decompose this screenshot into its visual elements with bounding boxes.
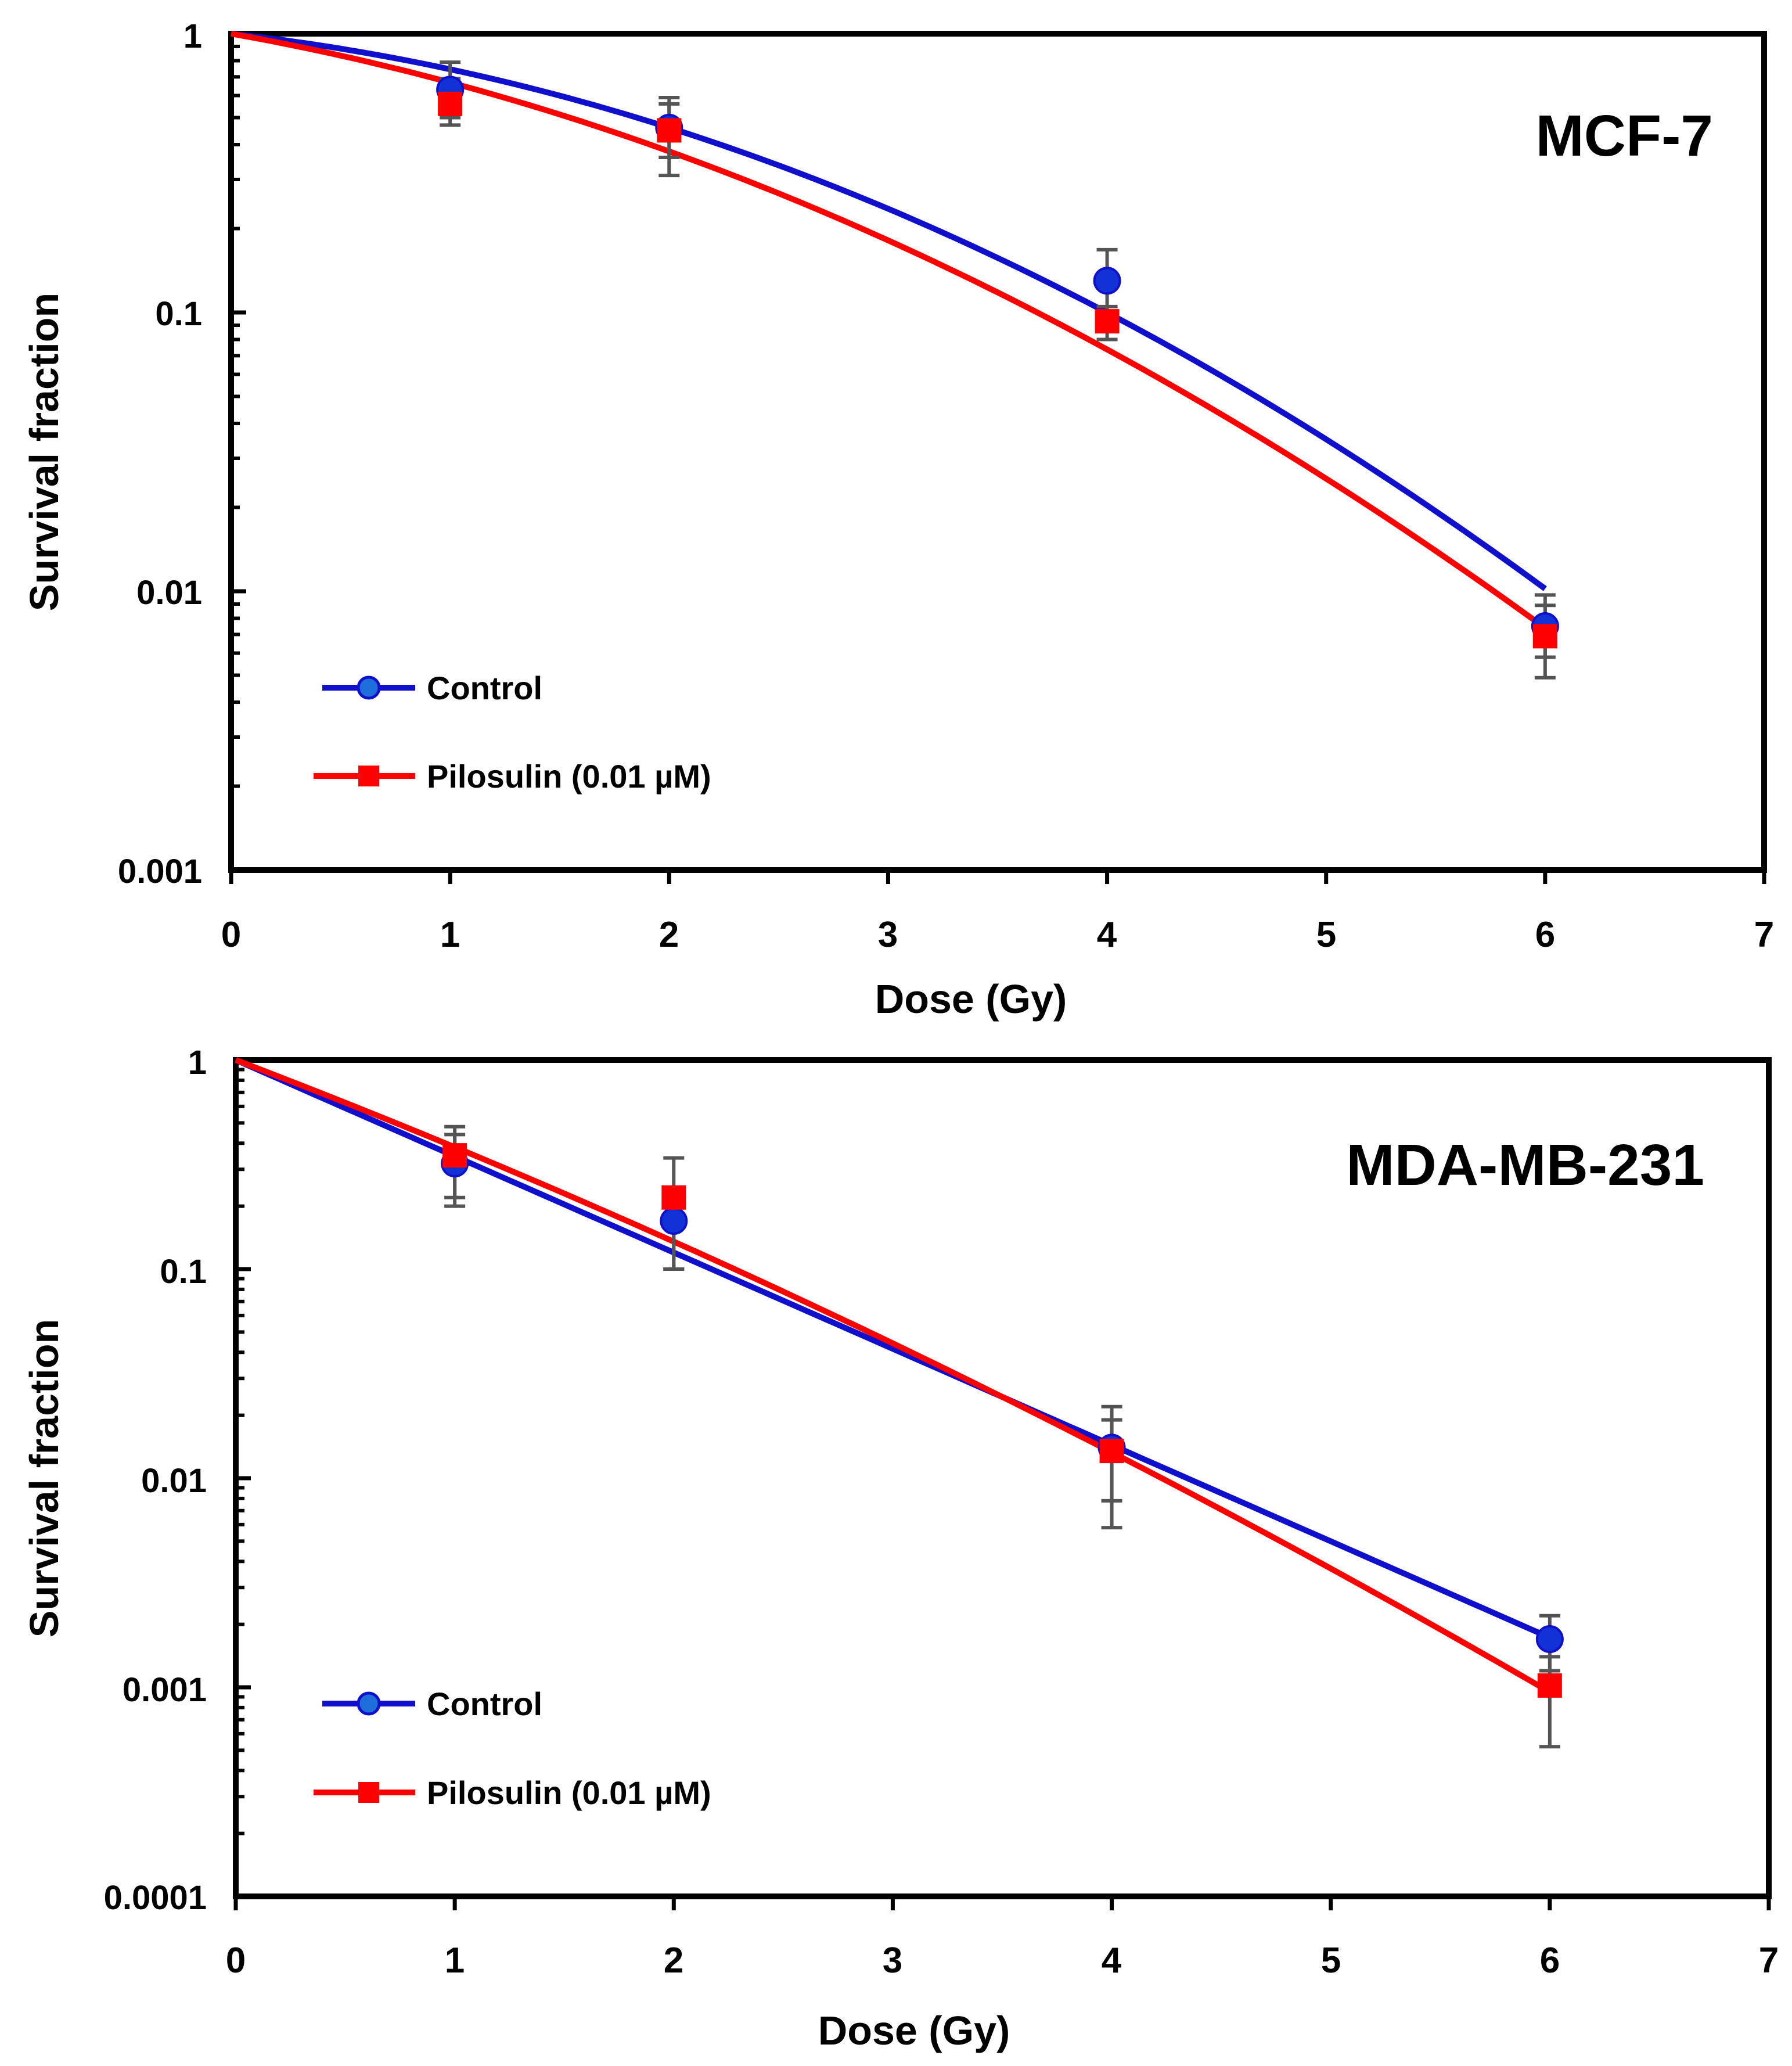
data-point-pilosulin [1537,1673,1562,1698]
x-tick-label: 1 [440,915,460,955]
data-point-pilosulin [661,1185,686,1210]
legend-entry-control: Control [322,1686,542,1722]
x-tick-label: 0 [226,1941,246,1981]
y-tick-labels: 0.0001 0.001 0.01 0.1 1 [104,1044,207,1917]
data-point-pilosulin [1099,1439,1124,1464]
data-point-pilosulin [657,118,682,143]
legend-marker-circle [357,1691,381,1716]
x-tick-label: 5 [1316,915,1336,955]
y-minor-ticks [236,1068,244,1835]
y-tick-label: 0.1 [160,1253,207,1291]
x-tick-label: 7 [1759,1941,1779,1981]
fit-curve-control [231,31,1547,591]
y-tick-label: 1 [183,17,202,55]
y-axis-title: Survival fraction [21,293,67,612]
y-tick-labels: 0.001 0.01 0.1 1 [118,17,202,890]
data-markers [441,1143,1564,1698]
legend-label-control: Control [427,1686,542,1722]
panel-label: MCF-7 [1535,103,1713,168]
fit-curve-pilosulin [231,31,1547,631]
legend: Control Pilosulin (0.01 µM) [314,670,711,795]
x-tick-label: 1 [445,1941,465,1981]
legend-label-pilosulin: Pilosulin (0.01 µM) [427,758,711,795]
data-point-control [660,1207,688,1235]
x-tick-label: 0 [221,915,241,955]
y-tick-label: 0.001 [123,1671,207,1709]
legend-entry-control: Control [322,670,542,706]
x-tick-label: 5 [1321,1941,1341,1981]
x-tick-labels: 0 1 2 3 4 5 6 7 [226,1941,1779,1981]
legend-marker-square [358,1782,379,1803]
data-point-pilosulin [1532,624,1557,649]
data-markers [436,76,1559,649]
error-bars [444,1124,1560,1749]
y-major-ticks [231,310,246,872]
legend-marker-circle [357,676,381,700]
x-tick-label: 3 [878,915,898,955]
data-point-pilosulin [1095,309,1120,334]
x-axis-title: Dose (Gy) [818,2008,1010,2053]
x-tick-label: 7 [1754,915,1774,955]
data-point-control [1093,267,1121,295]
x-tick-label: 6 [1535,915,1555,955]
y-tick-label: 1 [188,1044,207,1081]
error-bars [440,60,1556,680]
y-axis-title: Survival fraction [21,1319,67,1638]
x-tick-label: 3 [883,1941,902,1981]
y-minor-ticks [231,44,240,788]
legend-entry-pilosulin: Pilosulin (0.01 µM) [314,1774,711,1811]
x-tick-label: 2 [659,915,679,955]
x-tick-marks [233,1896,1771,1910]
y-tick-label: 0.01 [136,574,202,612]
x-tick-label: 4 [1097,915,1117,955]
x-axis-title: Dose (Gy) [875,976,1067,1022]
legend-label-control: Control [427,670,542,706]
y-major-ticks [236,1267,251,1899]
fit-curves [231,31,1547,631]
plot-frame [228,31,1767,873]
legend-label-pilosulin: Pilosulin (0.01 µM) [427,1774,711,1811]
x-tick-labels: 0 1 2 3 4 5 6 7 [221,915,1774,955]
data-point-control [1535,1625,1564,1654]
error-bar-pilosulin [1539,1655,1560,1749]
panel-mcf7: 0.001 0.01 0.1 1 0 1 2 3 4 5 6 7 Dose (G… [21,17,1774,1022]
x-tick-marks [229,870,1766,884]
y-tick-label: 0.001 [118,853,202,890]
panel-label: MDA-MB-231 [1346,1133,1704,1198]
y-tick-label: 0.1 [155,295,202,333]
x-tick-label: 6 [1540,1941,1560,1981]
panel-mda-mb-231: 0.0001 0.001 0.01 0.1 1 0 1 2 3 4 5 6 7 … [21,1044,1779,2053]
data-point-pilosulin [442,1143,467,1168]
y-tick-label: 0.0001 [104,1879,207,1917]
legend: Control Pilosulin (0.01 µM) [314,1686,711,1811]
data-point-pilosulin [438,91,463,116]
legend-entry-pilosulin: Pilosulin (0.01 µM) [314,758,711,795]
legend-marker-square [358,766,379,786]
x-tick-label: 4 [1102,1941,1122,1981]
y-tick-label: 0.01 [141,1462,207,1500]
x-tick-label: 2 [664,1941,683,1981]
